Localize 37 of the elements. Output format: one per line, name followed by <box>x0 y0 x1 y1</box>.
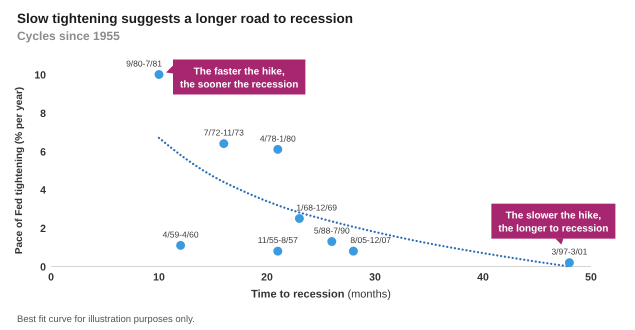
point <box>154 70 164 79</box>
point <box>176 240 186 250</box>
chart-subtitle: Cycles since 1955 <box>17 29 120 43</box>
data-label: 4/78-1/80 <box>260 133 296 144</box>
x-tick-label: 20 <box>261 272 273 284</box>
data-label: 5/88-7/90 <box>314 226 350 236</box>
annotation: The faster the hike, the sooner the recession <box>180 66 298 90</box>
y-tick-label: 0 <box>40 262 46 274</box>
data-label: 7/72-11/73 <box>204 128 244 138</box>
point <box>564 258 574 268</box>
x-tick-label: 50 <box>585 272 597 284</box>
x-tick-label: 0 <box>48 272 54 284</box>
y-tick-label: 8 <box>40 108 46 120</box>
x-tick-label: 10 <box>153 272 165 284</box>
data-label: 9/80-7/81 <box>126 58 162 68</box>
data-label: 8/05-12/07 <box>350 235 392 246</box>
y-tick-label: 10 <box>34 70 46 82</box>
data-label: 11/55-8/57 <box>258 235 298 246</box>
x-axis-title: Time to recession (months) <box>251 288 391 300</box>
point <box>273 144 282 154</box>
x-tick-label: 30 <box>369 272 381 284</box>
x-tick-label: 40 <box>477 272 489 284</box>
point <box>327 237 336 246</box>
y-axis-title: Pace of Fed tightening (% per year) <box>14 86 25 254</box>
y-tick-label: 2 <box>40 223 46 236</box>
point <box>294 214 304 223</box>
point <box>273 246 282 256</box>
annotation: The slower the hike, the longer to recession <box>498 210 608 235</box>
data-label: 1/68-12/69 <box>296 202 338 212</box>
data-label: 3/97-3/01 <box>551 246 588 257</box>
chart-title: Slow tightening suggests a longer road to recession <box>17 11 354 26</box>
data-label: 4/59-4/60 <box>162 229 199 240</box>
text: Best fit curve for illustration purposes only. <box>17 314 195 325</box>
y-tick-label: 6 <box>40 146 46 158</box>
point <box>219 139 228 148</box>
y-tick-label: 4 <box>40 184 46 197</box>
point <box>348 246 358 256</box>
